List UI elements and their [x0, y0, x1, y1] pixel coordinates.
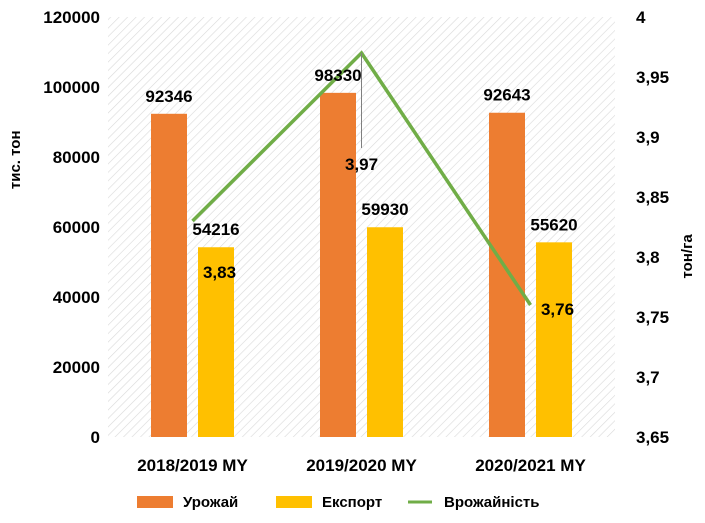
y-tick-label: 60000	[53, 218, 100, 237]
y-tick-label: 20000	[53, 358, 100, 377]
data-label: 54216	[192, 220, 239, 239]
x-tick-label: 2018/2019 MY	[137, 456, 248, 475]
legend-label: Урожай	[183, 494, 238, 511]
y2-tick-label: 4	[636, 8, 646, 27]
legend-label: Експорт	[322, 494, 382, 511]
legend-label: Врожайність	[444, 494, 539, 511]
y-axis-title: тис. тон	[7, 130, 24, 189]
bar	[198, 247, 234, 437]
y2-tick-label: 3,7	[636, 368, 660, 387]
y2-tick-label: 3,75	[636, 308, 669, 327]
y-tick-label: 0	[91, 428, 100, 447]
bar	[489, 112, 525, 437]
legend-swatch	[276, 496, 312, 508]
bar	[320, 92, 356, 437]
y2-tick-label: 3,8	[636, 248, 660, 267]
y2-tick-label: 3,65	[636, 428, 669, 447]
x-tick-label: 2020/2021 MY	[475, 456, 586, 475]
legend-item: Врожайність	[408, 494, 539, 511]
legend-swatch	[137, 496, 173, 508]
data-label: 92346	[145, 87, 192, 106]
y-tick-label: 100000	[43, 78, 100, 97]
y-tick-label: 80000	[53, 148, 100, 167]
data-label: 55620	[530, 215, 577, 234]
legend-item: Урожай	[137, 494, 238, 511]
data-label: 92643	[483, 86, 530, 105]
line-data-label: 3,97	[345, 155, 378, 174]
y2-tick-label: 3,85	[636, 188, 669, 207]
y2-tick-label: 3,9	[636, 128, 660, 147]
y2-tick-label: 3,95	[636, 68, 669, 87]
y2-axis-title: тон/га	[679, 234, 696, 279]
legend-item: Експорт	[276, 494, 382, 511]
bar	[536, 242, 572, 437]
bar	[151, 113, 187, 437]
data-label: 59930	[361, 200, 408, 219]
line-data-label: 3,83	[203, 263, 236, 282]
data-label: 98330	[314, 66, 361, 85]
bar	[367, 227, 403, 437]
line-data-label: 3,76	[541, 300, 574, 319]
y-tick-label: 120000	[43, 8, 100, 27]
x-tick-label: 2019/2020 MY	[306, 456, 417, 475]
y-tick-label: 40000	[53, 288, 100, 307]
